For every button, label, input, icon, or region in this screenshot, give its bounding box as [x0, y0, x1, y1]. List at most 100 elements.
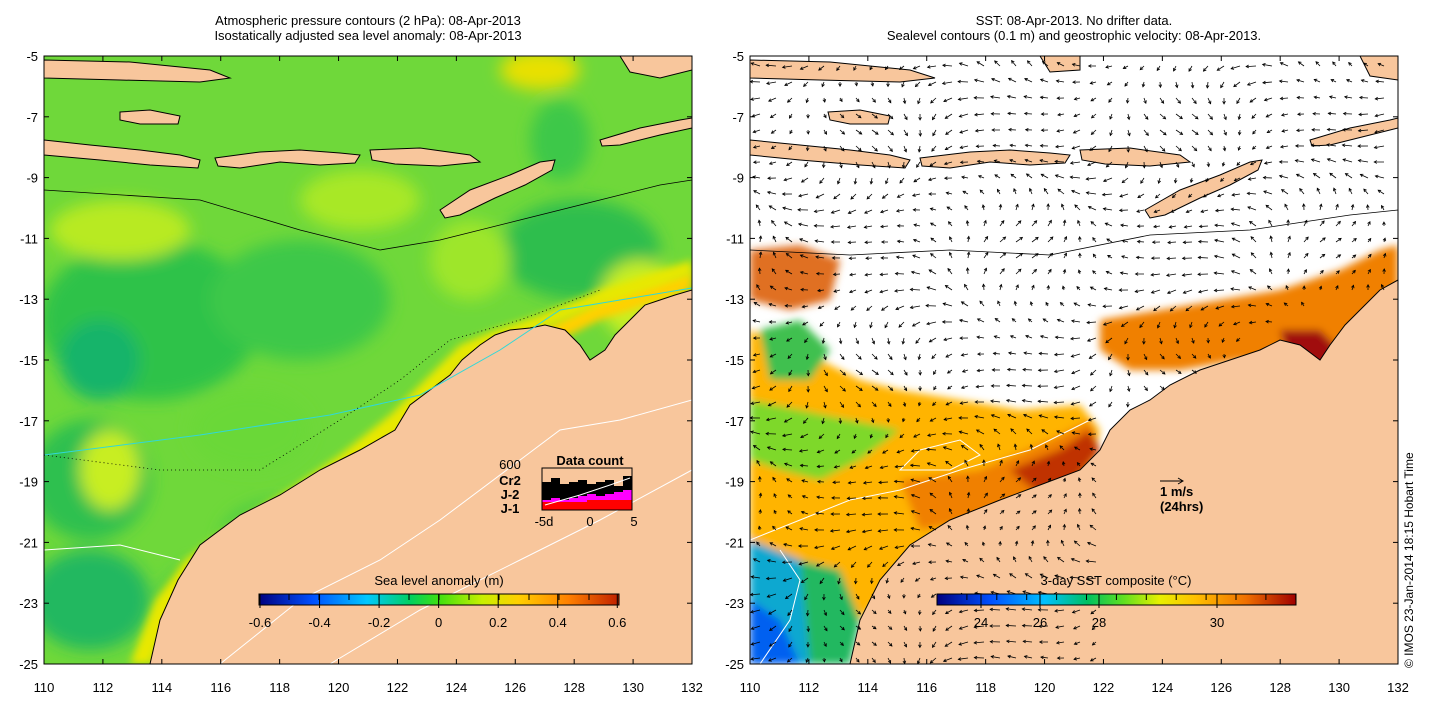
lat-tick-label: -13 [725, 292, 744, 307]
lon-tick-label: 110 [740, 680, 761, 695]
velocity-scale: 1 m/s (24hrs) [1160, 477, 1203, 514]
sla-colorbar-tick: 0.4 [549, 615, 567, 630]
right-lon-axis: 110 112 114 116 118 120 122 124 126 128 130 132 [740, 56, 1409, 695]
sst-colorbar-tick: 24 [974, 615, 988, 630]
lat-tick-label: -17 [725, 414, 744, 429]
velocity-scale-label: 1 m/s [1160, 484, 1193, 499]
lon-tick-label: 112 [93, 680, 114, 695]
lat-tick-label: -9 [26, 171, 38, 186]
lat-tick-label: -7 [26, 110, 38, 125]
lat-tick-label: -7 [732, 110, 744, 125]
inset-bar [605, 500, 614, 510]
lat-tick-label: -25 [19, 657, 38, 672]
inset-x-tick: 5 [630, 514, 637, 529]
left-title-line2: Isostatically adjusted sea level anomaly… [214, 28, 522, 43]
lat-tick-label: -23 [725, 596, 744, 611]
sla-colorbar-tick: 0 [435, 615, 442, 630]
lon-tick-label: 116 [916, 680, 937, 695]
inset-bar [551, 502, 560, 510]
inset-bar [560, 502, 569, 510]
lon-tick-label: 128 [563, 680, 585, 695]
inset-legend-item: J-2 [501, 487, 520, 502]
lon-tick-label: 114 [151, 680, 172, 695]
lat-tick-label: -19 [19, 475, 38, 490]
right-title-line1: SST: 08-Apr-2013. No drifter data. [975, 13, 1173, 28]
inset-bar [578, 480, 587, 510]
sla-colorbar-tick: 0.6 [608, 615, 626, 630]
sla-colorbar-tick: -0.6 [249, 615, 271, 630]
inset-bar [542, 502, 551, 510]
lat-tick-label: -25 [725, 657, 744, 672]
lon-tick-label: 110 [34, 680, 55, 695]
inset-legend-item: Cr2 [499, 473, 521, 488]
left-title-line1: Atmospheric pressure contours (2 hPa): 0… [215, 13, 521, 28]
lat-tick-label: -21 [725, 535, 744, 550]
right-lat-axis: -5 -7 -9 -11 -13 -15 -17 -19 -21 -23 -25 [725, 49, 1398, 672]
sst-colorbar: 3-day SST composite (°C) 24 26 28 30 [936, 573, 1297, 630]
lat-tick-label: -15 [19, 353, 38, 368]
lon-tick-label: 128 [1269, 680, 1291, 695]
sla-colorbar-label: Sea level anomaly (m) [374, 573, 503, 588]
sla-map [44, 56, 692, 664]
lon-tick-label: 118 [269, 680, 290, 695]
lon-tick-label: 118 [975, 680, 996, 695]
lon-tick-label: 132 [1387, 680, 1409, 695]
left-panel-title: Atmospheric pressure contours (2 hPa): 0… [44, 13, 692, 43]
lat-tick-label: -5 [732, 49, 744, 64]
sst-colorbar-tick: 30 [1210, 615, 1224, 630]
lon-tick-label: 122 [1093, 680, 1115, 695]
lon-tick-label: 122 [387, 680, 409, 695]
inset-bar [551, 478, 560, 510]
velocity-scale-sub: (24hrs) [1160, 499, 1203, 514]
sla-colorbar-tick: -0.4 [308, 615, 330, 630]
copyright-text: © IMOS 23-Jan-2014 18:15 Hobart Time [1402, 452, 1416, 668]
lon-tick-label: 126 [504, 680, 526, 695]
lon-tick-label: 124 [446, 680, 468, 695]
sla-colorbar-tick: 0.2 [489, 615, 507, 630]
lat-tick-label: -15 [725, 353, 744, 368]
lat-tick-label: -19 [725, 475, 744, 490]
inset-bar [614, 500, 623, 510]
lon-tick-label: 130 [1328, 680, 1350, 695]
inset-title: Data count [556, 453, 624, 468]
inset-bar [542, 482, 551, 510]
lon-tick-label: 130 [622, 680, 644, 695]
sst-colorbar-tick: 28 [1092, 615, 1106, 630]
inset-bar [569, 482, 578, 510]
right-title-line2: Sealevel contours (0.1 m) and geostrophi… [886, 28, 1262, 43]
lon-tick-label: 120 [328, 680, 350, 695]
sla-colorbar-tick: -0.2 [368, 615, 390, 630]
inset-bar [578, 502, 587, 510]
lon-tick-label: 132 [681, 680, 703, 695]
lat-tick-label: -23 [19, 596, 38, 611]
inset-bar [587, 500, 596, 510]
lat-tick-label: -17 [19, 414, 38, 429]
lat-tick-label: -11 [20, 231, 38, 246]
inset-x-tick: 0 [586, 514, 593, 529]
lon-tick-label: 114 [857, 680, 878, 695]
inset-bar [596, 500, 605, 510]
right-panel-title: SST: 08-Apr-2013. No drifter data. Seale… [750, 13, 1398, 43]
inset-bar [560, 484, 569, 510]
sst-map [750, 56, 1398, 664]
lat-tick-label: -13 [19, 292, 38, 307]
lat-tick-label: -11 [726, 231, 744, 246]
inset-max-label: 600 [499, 457, 521, 472]
lon-tick-label: 124 [1152, 680, 1174, 695]
inset-bar [569, 502, 578, 510]
velocity-vectors [750, 60, 1387, 664]
lon-tick-label: 112 [799, 680, 820, 695]
lat-tick-label: -9 [732, 171, 744, 186]
left-lat-axis: -5 -7 -9 -11 -13 -15 -17 -19 -21 -23 -25 [19, 49, 692, 672]
sst-colorbar-label: 3-day SST composite (°C) [1041, 573, 1192, 588]
lat-tick-label: -21 [19, 535, 38, 550]
lat-tick-label: -5 [26, 49, 38, 64]
inset-legend-item: J-1 [501, 501, 520, 516]
lon-tick-label: 116 [210, 680, 231, 695]
sst-colorbar-tick: 26 [1033, 615, 1047, 630]
lon-tick-label: 120 [1034, 680, 1056, 695]
lon-tick-label: 126 [1210, 680, 1232, 695]
sla-colorbar: Sea level anomaly (m) -0.6 -0.4 -0.2 0 0.2 0.… [249, 573, 627, 630]
inset-x-tick: -5d [535, 514, 554, 529]
